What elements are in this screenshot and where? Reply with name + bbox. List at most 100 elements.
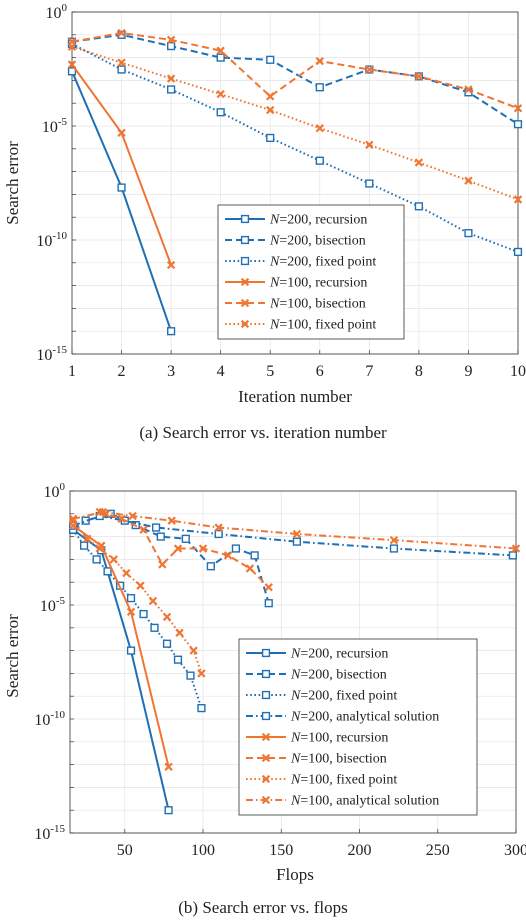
series-line [71,32,519,110]
series-line [71,33,519,126]
data-point [189,646,198,655]
series-line [72,511,517,550]
legend-box [238,638,478,816]
chart-b: 50 100 150 200 250 300 100 10-5 10-10 10-15 Flops… [3,481,526,884]
chart-a: 1 2 3 4 5 6 7 8 9 10 100 10-5 10-10 10-15 Iteration n… [3,2,526,406]
y-tick-label: 100 [44,481,66,501]
legend-marker [240,298,250,308]
data-point [109,555,118,564]
data-point [164,762,173,771]
data-point [151,523,161,532]
data-point [508,551,517,560]
data-point [365,179,374,188]
data-point [464,229,473,238]
data-point [513,120,523,129]
series-n200-dashdot [69,511,517,560]
data-point [117,128,126,138]
x-tick-label: 50 [117,842,133,859]
data-point [117,28,126,38]
legend-item: N=100, bisection [246,752,387,767]
data-point [92,555,101,564]
legend-marker [261,795,271,805]
data-point [365,140,374,149]
data-point [197,669,206,678]
x-tick-label: 10 [510,363,526,380]
data-point [197,704,206,713]
data-point [136,581,145,590]
x-tick-label: 1 [68,363,76,380]
data-point [98,507,108,517]
legend-marker [240,235,250,245]
chart-a-ticks: 1 2 3 4 5 6 7 8 9 10 100 10-5 10-10 10-15 [36,2,526,380]
x-tick-label: 7 [365,363,373,380]
data-point [167,85,176,94]
legend-item: N=100, fixed point [225,318,376,333]
data-point [513,195,523,204]
chart-b-series [68,507,521,815]
data-point [173,655,183,664]
legend-label: N=200, fixed point [290,689,397,704]
legend-label: N=100, fixed point [269,318,376,333]
x-tick-label: 2 [118,363,126,380]
data-point [126,607,136,617]
data-point [206,562,215,571]
data-point [162,639,172,648]
x-tick-label: 9 [464,363,472,380]
legend-item: N=200, fixed point [246,689,397,704]
legend-item: N=200, bisection [246,668,387,683]
data-point [414,202,423,211]
y-tick-label: 10-10 [36,230,67,250]
data-point [117,183,126,192]
series-n200-dotted [69,525,206,713]
series-line [99,511,270,589]
series-n100-dashdot [68,507,521,553]
legend-item: N=100, recursion [246,731,388,746]
x-tick-label: 5 [266,363,274,380]
series-line [72,528,170,811]
data-point [167,516,176,525]
legend-label: N=200, bisection [269,234,366,249]
data-point [292,537,302,546]
data-point [158,560,167,569]
data-point [414,72,424,81]
data-point [315,56,324,66]
legend-marker [240,214,250,224]
data-point [216,108,225,117]
series-n200-solid [67,67,176,336]
y-tick-label: 10-5 [40,595,66,615]
legend-item: N=200, fixed point [225,255,376,270]
data-point [245,564,255,573]
chart-a-series [67,28,523,336]
data-point [266,105,275,115]
data-point [464,176,473,185]
y-tick-label: 10-15 [36,344,67,364]
legend-marker [240,319,250,329]
legend-label: N=100, analytical solution [290,794,439,809]
data-point [223,551,233,560]
series-n100-dotted [68,516,206,678]
x-tick-label: 6 [316,363,324,380]
legend-label: N=200, recursion [290,647,388,662]
legend-marker [240,256,250,266]
data-point [264,599,273,608]
legend-marker [261,774,271,784]
legend-marker [261,669,271,679]
data-point [166,74,176,83]
legend-label: N=100, bisection [269,297,366,312]
data-point [513,247,523,257]
series-n100-dashed [95,507,273,592]
data-point [266,92,275,101]
legend-label: N=200, analytical solution [290,710,439,725]
data-point [250,551,259,560]
legend-marker [261,690,271,700]
data-point [292,529,302,539]
data-point [167,327,176,336]
data-point [315,156,324,165]
series-n100-dashed [67,28,523,113]
legend-label: N=200, bisection [290,668,387,683]
x-tick-label: 8 [415,363,423,380]
y-tick-label: 10-15 [34,823,65,843]
data-point [117,30,126,39]
data-point [139,609,148,619]
legend-item: N=100, analytical solution [246,794,439,809]
